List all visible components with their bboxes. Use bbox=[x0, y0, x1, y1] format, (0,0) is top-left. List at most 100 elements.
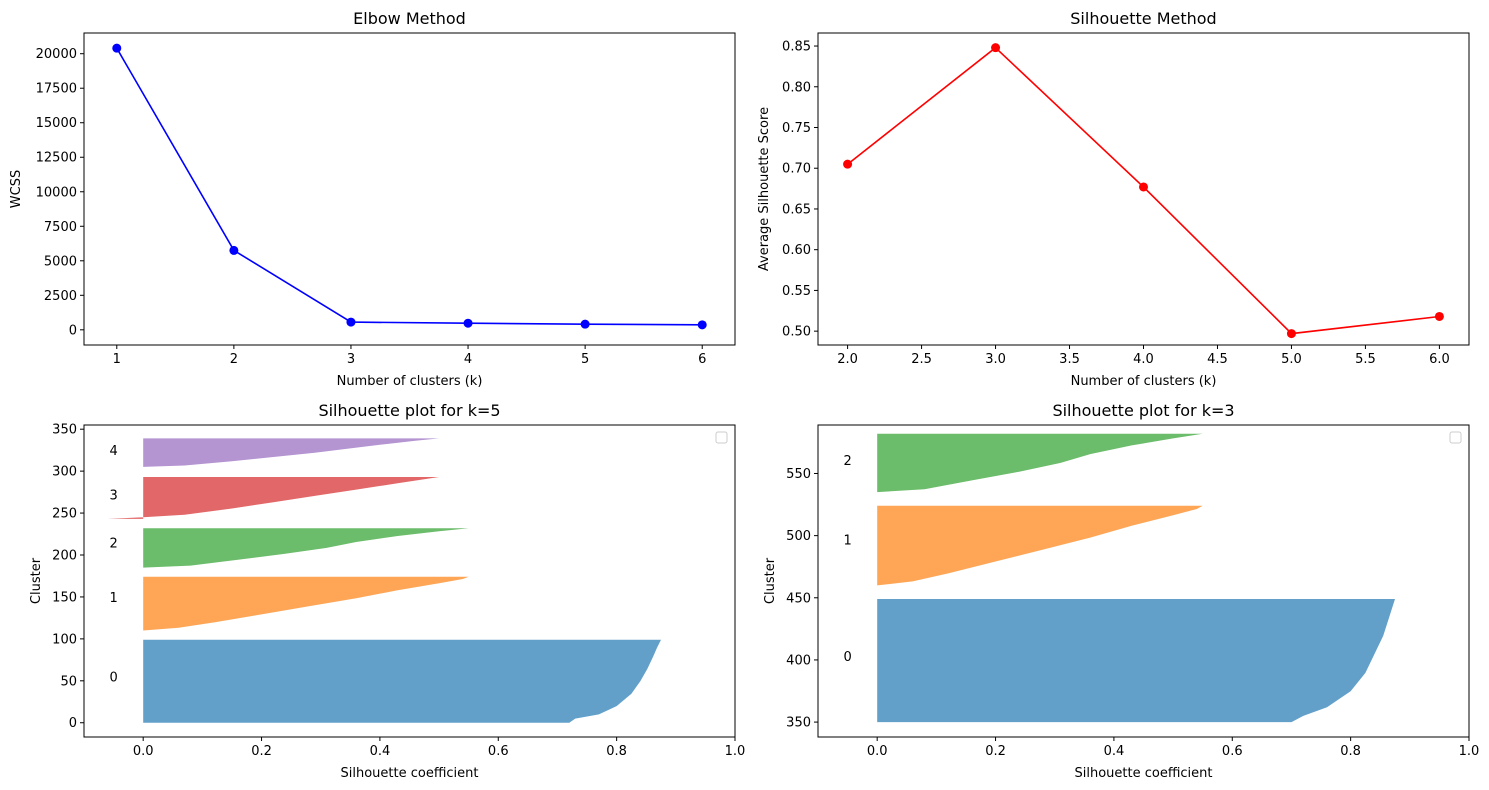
y-tick-label: 0 bbox=[69, 716, 77, 731]
chart-panel-silhouette-method: 2.0 2.5 3.0 3.5 4.0 4.5 5.0 5.5 6.0 0.50 0.55 0.60 0… bbox=[757, 9, 1470, 389]
x-tick-label: 3.0 bbox=[985, 352, 1006, 367]
y-tick-label: 0.85 bbox=[782, 40, 811, 55]
y-tick-label: 0.50 bbox=[782, 325, 811, 340]
y-tick-label: 12500 bbox=[36, 151, 77, 166]
silhouette-cluster-1 bbox=[143, 576, 469, 631]
x-tick-label: 4.0 bbox=[1133, 352, 1154, 367]
x-tick-label: 1.0 bbox=[1459, 744, 1480, 759]
x-axis-label: Number of clusters (k) bbox=[337, 374, 483, 389]
x-tick-label: 0.2 bbox=[985, 744, 1006, 759]
y-tick-label: 150 bbox=[52, 590, 77, 605]
y-tick-label: 0.75 bbox=[782, 121, 811, 136]
x-tick-label: 0.2 bbox=[251, 744, 272, 759]
series-line bbox=[116, 47, 703, 326]
cluster-label-1: 1 bbox=[843, 533, 851, 548]
cluster-label-2: 2 bbox=[843, 454, 851, 469]
x-tick-label: 5.0 bbox=[1281, 352, 1302, 367]
x-tick-label: 2 bbox=[230, 352, 238, 367]
chart-panel-silhouette-k3: 0 1 2 0.0 0.2 0.4 0.6 0.8 1.0 350 400 450 500 550 Silh… bbox=[763, 401, 1479, 781]
y-tick-label: 350 bbox=[786, 716, 811, 731]
data-point bbox=[463, 318, 473, 328]
cluster-label-0: 0 bbox=[109, 671, 117, 686]
data-point bbox=[229, 245, 239, 255]
y-tick-label: 20000 bbox=[36, 47, 77, 62]
cluster-label-3: 3 bbox=[109, 489, 117, 504]
silhouette-cluster-3 bbox=[107, 477, 440, 519]
y-tick-label: 400 bbox=[786, 653, 811, 668]
data-point bbox=[1139, 182, 1148, 192]
x-tick-label: 6 bbox=[698, 352, 706, 367]
y-axis-label: WCSS bbox=[9, 170, 24, 208]
silhouette-cluster-4 bbox=[143, 438, 440, 467]
x-tick-label: 0.8 bbox=[1340, 744, 1361, 759]
silhouette-cluster-0 bbox=[877, 599, 1395, 723]
y-tick-label: 17500 bbox=[36, 82, 77, 97]
x-tick-label: 2.0 bbox=[837, 352, 858, 367]
y-tick-label: 350 bbox=[52, 423, 77, 438]
y-tick-label: 100 bbox=[52, 632, 77, 647]
x-tick-label: 0.0 bbox=[133, 744, 154, 759]
x-tick-label: 1 bbox=[113, 352, 121, 367]
y-tick-label: 50 bbox=[60, 674, 77, 689]
y-tick-label: 0 bbox=[69, 323, 77, 338]
x-tick-label: 0.6 bbox=[488, 744, 509, 759]
chart-panel-silhouette-k5: 0 1 2 3 4 0.0 0.2 0.4 0.6 0.8 1.0 0 50 100 150 200 250 30… bbox=[29, 401, 745, 781]
y-tick-label: 550 bbox=[786, 467, 811, 482]
x-axis-label: Silhouette coefficient bbox=[341, 766, 479, 781]
data-point bbox=[697, 320, 707, 330]
data-point bbox=[1286, 329, 1296, 339]
chart-title: Elbow Method bbox=[353, 9, 466, 28]
y-tick-label: 0.55 bbox=[782, 284, 811, 299]
y-axis-label: Cluster bbox=[763, 557, 778, 604]
y-axis-label: Cluster bbox=[29, 557, 44, 604]
axes-frame bbox=[817, 424, 1470, 738]
silhouette-cluster-2 bbox=[143, 528, 469, 568]
cluster-label-2: 2 bbox=[109, 536, 117, 551]
data-point bbox=[1434, 311, 1444, 321]
x-tick-label: 0.6 bbox=[1222, 744, 1243, 759]
silhouette-cluster-1 bbox=[877, 505, 1203, 586]
data-point bbox=[346, 317, 356, 327]
y-tick-label: 200 bbox=[52, 549, 77, 564]
legend-box bbox=[715, 431, 728, 444]
x-tick-label: 3.5 bbox=[1059, 352, 1080, 367]
x-axis-label: Silhouette coefficient bbox=[1075, 766, 1213, 781]
y-tick-label: 5000 bbox=[44, 254, 77, 269]
chart-title: Silhouette plot for k=3 bbox=[1052, 401, 1234, 420]
plot-area bbox=[843, 43, 1444, 339]
y-tick-label: 0.70 bbox=[782, 162, 811, 177]
y-tick-label: 300 bbox=[52, 465, 77, 480]
x-tick-label: 0.4 bbox=[370, 744, 391, 759]
plot-area bbox=[112, 43, 707, 330]
x-tick-label: 0.4 bbox=[1104, 744, 1125, 759]
data-point bbox=[112, 43, 122, 53]
cluster-label-1: 1 bbox=[109, 591, 117, 606]
silhouette-cluster-0 bbox=[143, 639, 661, 723]
data-point bbox=[991, 43, 1001, 53]
x-tick-label: 2.5 bbox=[911, 352, 932, 367]
plot-area bbox=[107, 438, 661, 723]
x-tick-label: 4.5 bbox=[1207, 352, 1228, 367]
legend-box bbox=[1449, 431, 1462, 444]
axes-frame bbox=[83, 424, 736, 738]
x-tick-label: 0.8 bbox=[606, 744, 627, 759]
x-tick-label: 5.5 bbox=[1355, 352, 1376, 367]
x-axis-label: Number of clusters (k) bbox=[1071, 374, 1217, 389]
cluster-label-4: 4 bbox=[109, 444, 117, 459]
y-tick-label: 0.65 bbox=[782, 202, 811, 217]
x-tick-label: 5 bbox=[581, 352, 589, 367]
x-tick-label: 4 bbox=[464, 352, 472, 367]
y-tick-label: 0.60 bbox=[782, 243, 811, 258]
data-point bbox=[580, 319, 590, 329]
y-axis-label: Average Silhouette Score bbox=[757, 107, 772, 271]
y-tick-label: 10000 bbox=[36, 185, 77, 200]
x-tick-label: 3 bbox=[347, 352, 355, 367]
x-tick-label: 6.0 bbox=[1429, 352, 1450, 367]
cluster-label-0: 0 bbox=[843, 650, 851, 665]
x-tick-label: 1.0 bbox=[725, 744, 746, 759]
x-tick-label: 0.0 bbox=[867, 744, 888, 759]
plot-area bbox=[877, 433, 1395, 723]
y-tick-label: 7500 bbox=[44, 220, 77, 235]
y-tick-label: 0.80 bbox=[782, 80, 811, 95]
